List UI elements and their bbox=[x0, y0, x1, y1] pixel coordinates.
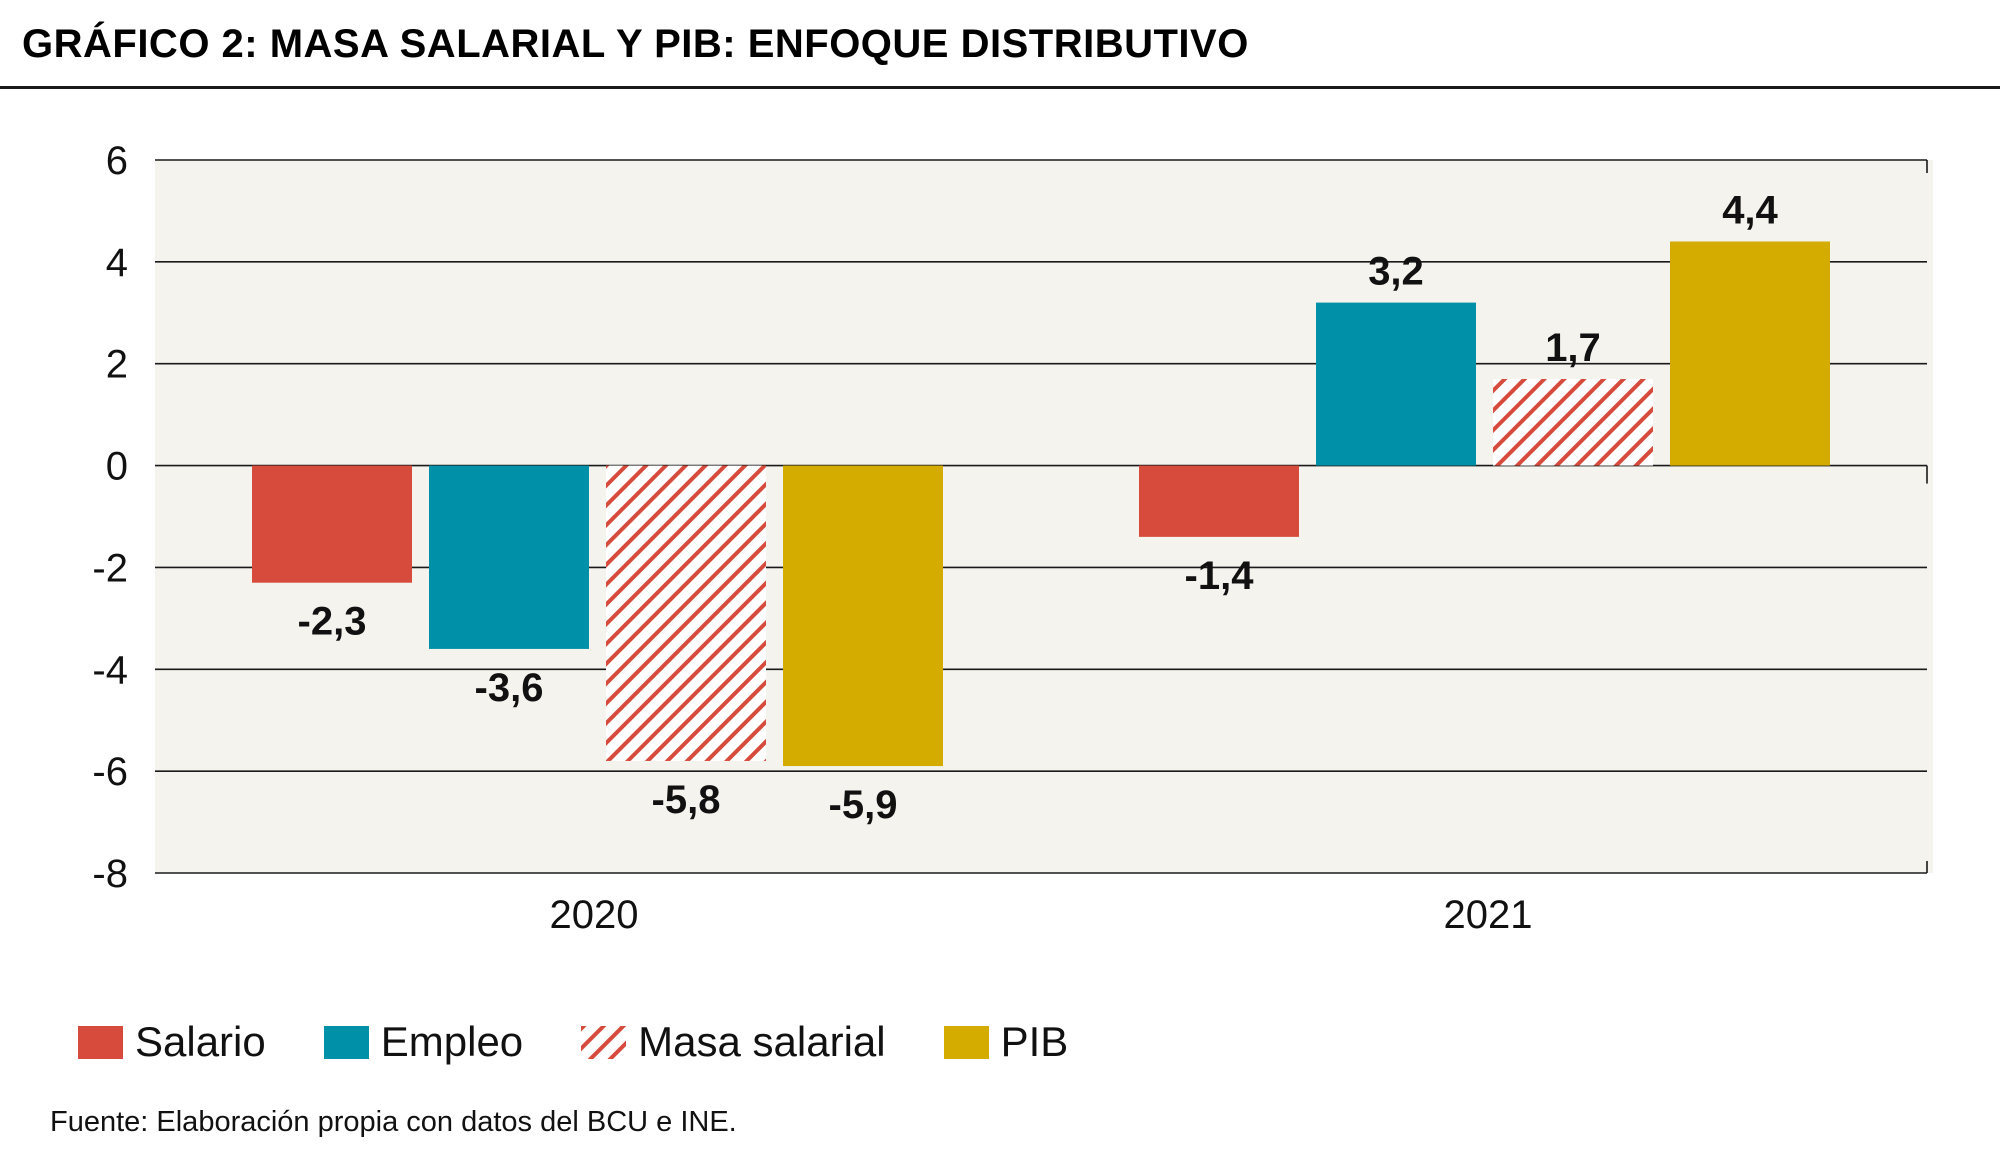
x-category-label: 2021 bbox=[1444, 893, 1533, 937]
bar-pib-2020 bbox=[783, 465, 943, 767]
x-category-label: 2020 bbox=[550, 893, 639, 937]
bar-pib-2021 bbox=[1670, 241, 1830, 466]
legend-item-pib: PIB bbox=[943, 1018, 1069, 1066]
chart-title: GRÁFICO 2: MASA SALARIAL Y PIB: ENFOQUE … bbox=[22, 22, 1249, 66]
data-label: -1,4 bbox=[1185, 554, 1255, 598]
legend-item-empleo: Empleo bbox=[323, 1018, 524, 1066]
legend-item-salario: Salario bbox=[78, 1018, 266, 1066]
legend-swatch-empleo bbox=[323, 1025, 369, 1059]
y-tick-label: -2 bbox=[92, 546, 128, 590]
data-label: -5,9 bbox=[829, 783, 898, 827]
bar-salario-2021 bbox=[1139, 465, 1299, 537]
bar-chart: 6 4 2 0 -2 -4 -6 -8 -2,3 -1,4 -3,6 3,2 -5,8 1,7 -5,9 4,… bbox=[92, 139, 1933, 937]
legend-swatch-salario bbox=[78, 1025, 123, 1059]
data-label: -5,8 bbox=[652, 778, 721, 822]
y-tick-label: -6 bbox=[92, 750, 128, 794]
source-note: Fuente: Elaboración propia con datos del… bbox=[50, 1106, 737, 1138]
bar-empleo-2021 bbox=[1316, 302, 1476, 466]
legend: Salario Empleo Masa salarial PIB bbox=[78, 1018, 1126, 1066]
legend-label: Empleo bbox=[380, 1018, 524, 1065]
data-label: 1,7 bbox=[1545, 326, 1601, 370]
title-rule bbox=[0, 86, 2000, 89]
data-label: 4,4 bbox=[1722, 188, 1778, 232]
legend-swatch-pib bbox=[943, 1025, 989, 1059]
legend-swatch-masa-salarial bbox=[581, 1025, 627, 1059]
bar-masa-salarial-2021 bbox=[1493, 378, 1653, 466]
legend-label: Salario bbox=[135, 1018, 266, 1065]
bar-empleo-2020 bbox=[429, 465, 589, 649]
data-label: -3,6 bbox=[475, 666, 544, 710]
legend-label: PIB bbox=[1000, 1018, 1069, 1065]
y-tick-label: 2 bbox=[106, 343, 128, 387]
plot-background bbox=[155, 160, 1933, 873]
data-label: -2,3 bbox=[298, 600, 367, 644]
legend-label: Masa salarial bbox=[638, 1018, 886, 1065]
bar-salario-2020 bbox=[252, 465, 412, 583]
data-label: 3,2 bbox=[1368, 250, 1424, 294]
y-tick-label: -8 bbox=[92, 852, 128, 896]
bar-masa-salarial-2020 bbox=[606, 465, 766, 761]
legend-item-masa-salarial: Masa salarial bbox=[581, 1018, 886, 1066]
y-tick-label: -4 bbox=[92, 648, 128, 692]
y-tick-label: 4 bbox=[106, 241, 128, 285]
y-tick-label: 0 bbox=[106, 445, 128, 489]
y-tick-label: 6 bbox=[106, 139, 128, 183]
